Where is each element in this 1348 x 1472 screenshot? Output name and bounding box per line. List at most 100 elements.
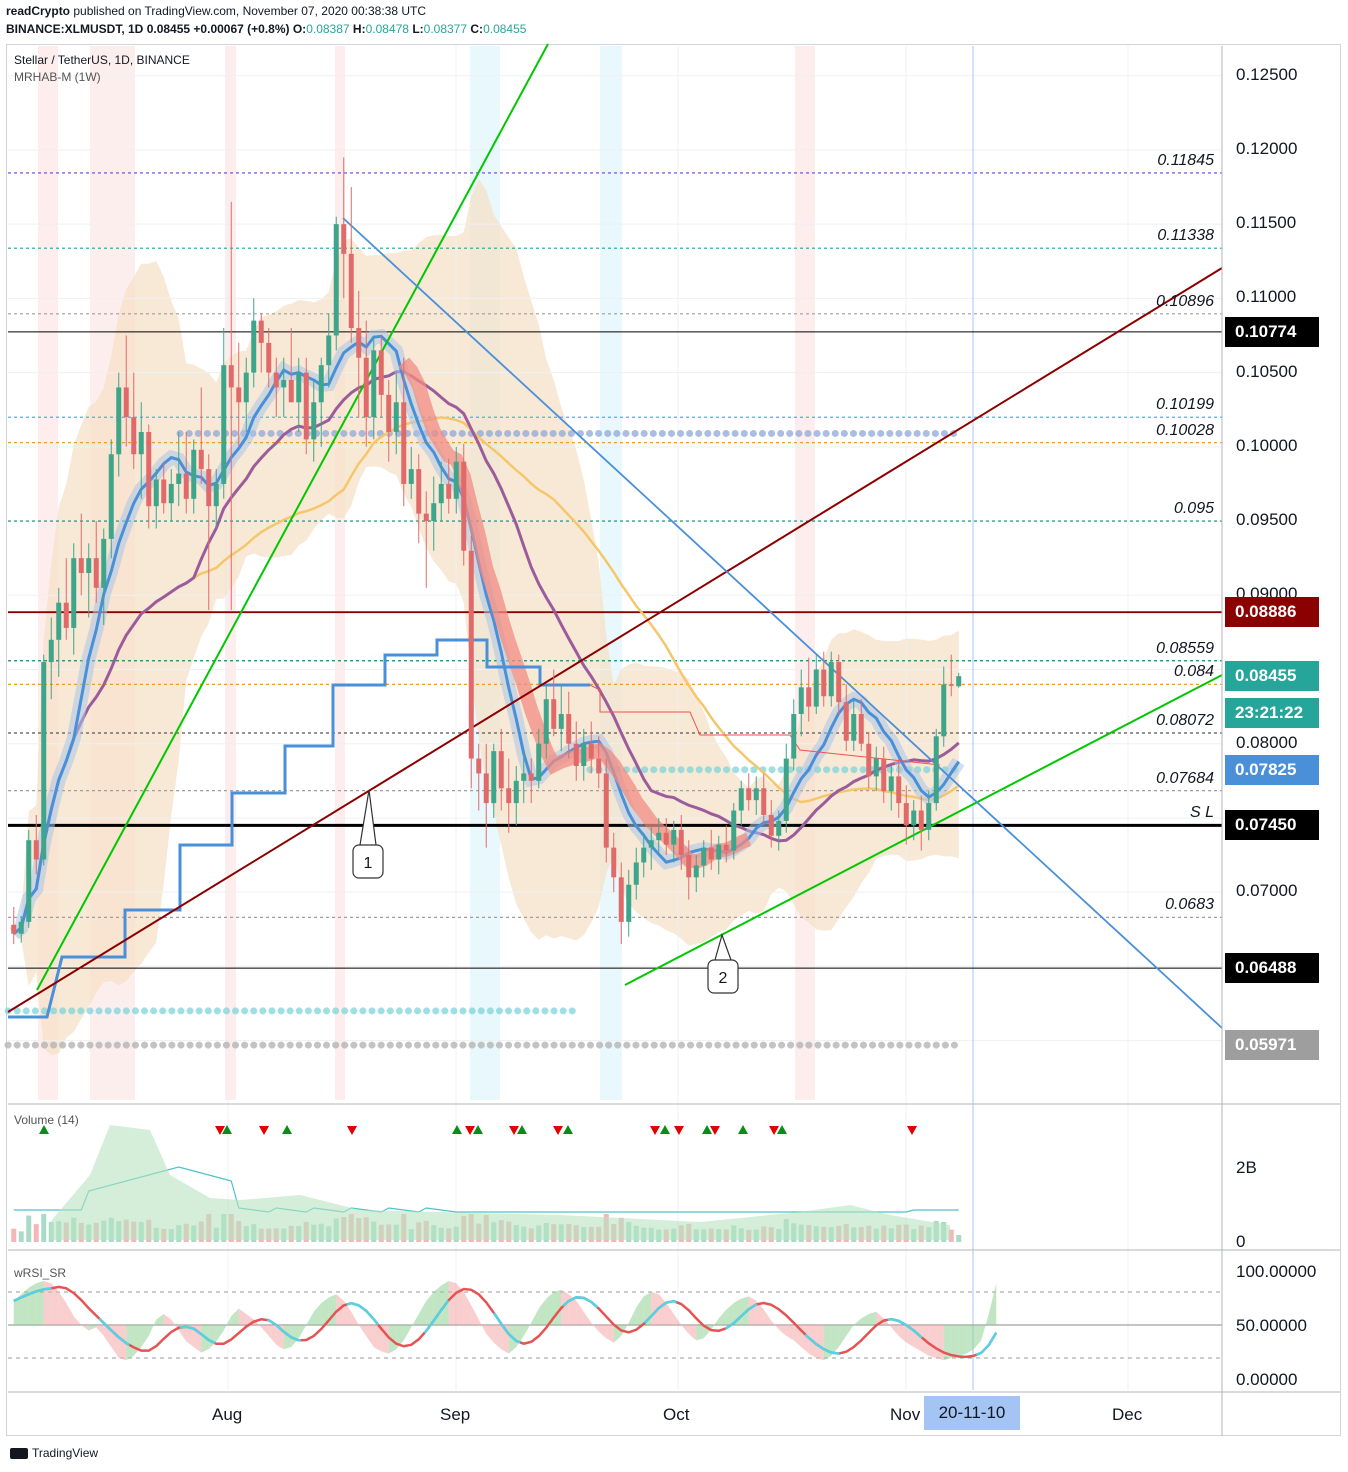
- candle-body: [941, 684, 947, 737]
- candle-body: [423, 513, 429, 522]
- candle-body: [671, 829, 677, 845]
- candle: [18, 915, 24, 943]
- level-label: 0.08559: [1156, 639, 1214, 657]
- candle-body: [843, 702, 849, 741]
- sell-marker-icon: [259, 1126, 269, 1135]
- candle: [873, 746, 879, 792]
- ma-purple: [12, 370, 960, 935]
- rsi-fill: [583, 1311, 592, 1325]
- rsi-fill: [238, 1308, 247, 1325]
- candle-body: [311, 402, 317, 440]
- rsi-fill: [471, 1305, 479, 1325]
- candle-body: [776, 820, 782, 836]
- open-value: 0.08387: [306, 22, 350, 36]
- rsi-fill: [628, 1307, 637, 1325]
- rsi-fill: [486, 1325, 494, 1343]
- candle: [303, 357, 309, 455]
- rsi-fill: [298, 1325, 307, 1339]
- candle: [101, 528, 107, 625]
- candle: [768, 800, 774, 848]
- candle-body: [161, 479, 167, 504]
- author-name: readCrypto: [6, 4, 71, 18]
- rsi-fill: [321, 1297, 329, 1325]
- rsi-fill: [546, 1292, 554, 1325]
- candle-body: [821, 669, 827, 697]
- candle-body: [281, 380, 287, 388]
- candle: [783, 743, 789, 833]
- rsi-fill: [658, 1294, 667, 1325]
- candle: [401, 357, 407, 507]
- candle: [93, 521, 99, 603]
- candle: [393, 372, 399, 455]
- candle: [333, 216, 339, 351]
- candle-body: [453, 461, 459, 499]
- candle: [746, 773, 752, 811]
- candle-body: [153, 479, 159, 507]
- candle: [753, 776, 759, 815]
- rsi-fill: [883, 1318, 892, 1328]
- candle-body: [273, 372, 279, 388]
- buy-marker-icon: [660, 1125, 670, 1134]
- volume-bar: [956, 1235, 962, 1242]
- candle: [191, 439, 197, 514]
- candle: [588, 721, 594, 774]
- candle-body: [431, 503, 437, 522]
- candle-body: [288, 380, 294, 403]
- candle: [318, 357, 324, 447]
- rsi-fill: [343, 1300, 352, 1325]
- candle: [288, 328, 294, 403]
- candle-body: [236, 387, 242, 403]
- candle-body: [611, 847, 617, 878]
- candle-body: [723, 844, 729, 851]
- candle-body: [536, 743, 542, 781]
- rsi-fill: [366, 1325, 374, 1347]
- volume-tick: 0: [1236, 1232, 1246, 1251]
- rsi-fill: [306, 1311, 314, 1325]
- candle-body: [341, 224, 347, 254]
- candle: [243, 357, 249, 432]
- rsi-fill: [823, 1325, 832, 1361]
- candle: [843, 684, 849, 752]
- candle: [206, 454, 212, 611]
- rsi-fill: [666, 1303, 674, 1325]
- candle: [911, 800, 917, 841]
- cursor-date-label: 20-11-10: [924, 1396, 1020, 1430]
- candle-body: [783, 758, 789, 821]
- candle-body: [258, 320, 264, 343]
- candle: [378, 335, 384, 418]
- rsi-fill: [478, 1319, 487, 1334]
- candle: [618, 862, 624, 945]
- date-tick: Nov: [890, 1405, 921, 1424]
- rsi-fill: [186, 1325, 194, 1347]
- candle-body: [56, 602, 62, 640]
- candle: [543, 684, 549, 759]
- candle-body: [296, 372, 302, 403]
- sell-marker-icon: [710, 1126, 720, 1135]
- candle: [806, 657, 812, 722]
- rsi-fill: [13, 1294, 22, 1325]
- candle-body: [266, 342, 272, 373]
- candle-body: [191, 449, 197, 499]
- candle: [228, 201, 234, 611]
- sell-marker-icon: [650, 1126, 660, 1135]
- candle: [888, 765, 894, 811]
- candle: [851, 699, 857, 752]
- rsi-fill: [118, 1325, 127, 1361]
- tradingview-logo-icon: [10, 1448, 28, 1460]
- candle: [506, 758, 512, 833]
- buy-marker-icon: [702, 1125, 712, 1134]
- candle: [798, 669, 804, 737]
- candle-body: [318, 365, 324, 403]
- candle: [296, 357, 302, 432]
- candle-body: [948, 684, 954, 686]
- candle: [146, 424, 152, 529]
- candle-body: [888, 776, 894, 792]
- candle-body: [573, 743, 579, 766]
- candle-body: [498, 751, 504, 789]
- candle-body: [326, 335, 332, 366]
- sell-marker-icon: [907, 1126, 917, 1135]
- rsi-fill: [756, 1300, 764, 1325]
- buy-marker-icon: [473, 1125, 483, 1134]
- rsi-fill: [351, 1311, 359, 1325]
